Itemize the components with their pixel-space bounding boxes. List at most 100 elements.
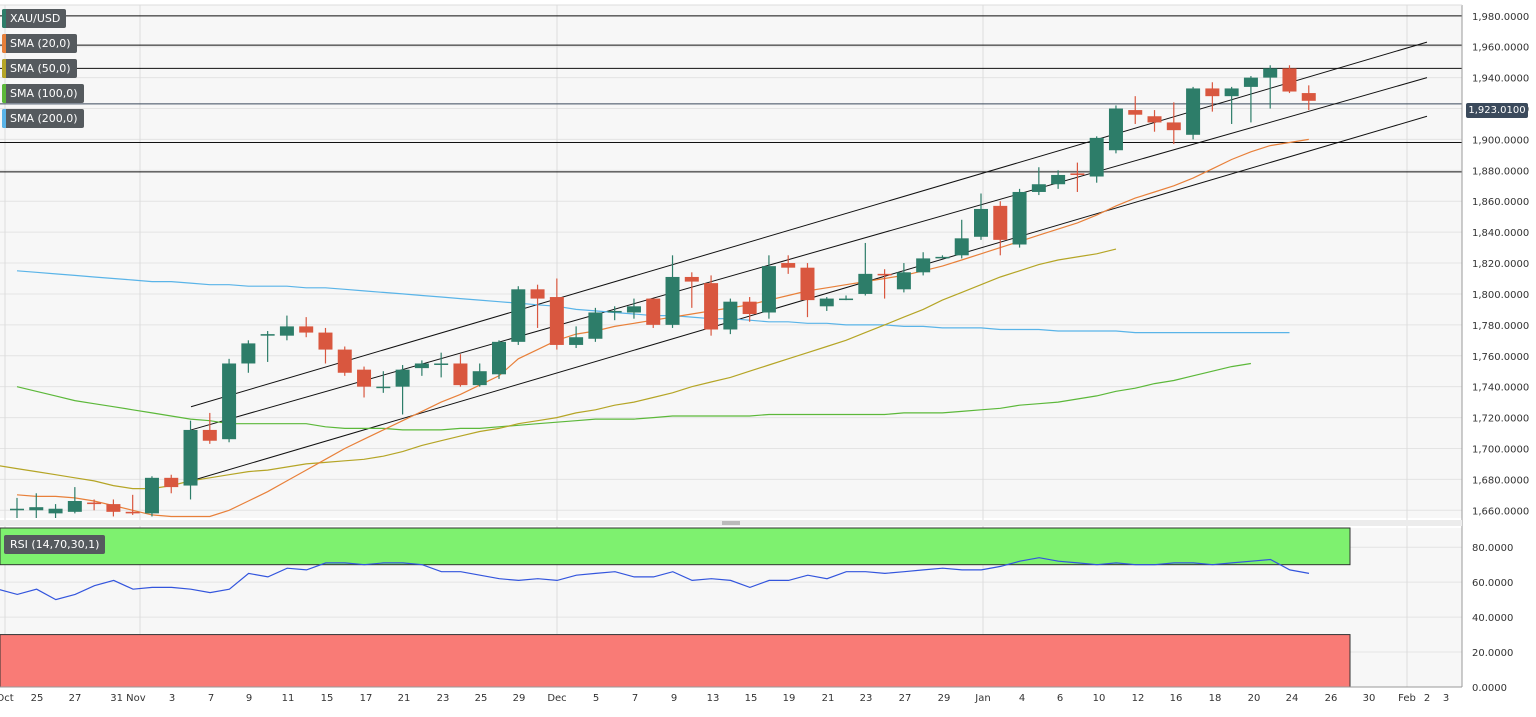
candle bbox=[530, 284, 545, 328]
candle bbox=[202, 412, 217, 444]
candle bbox=[1070, 162, 1085, 192]
price-pane bbox=[0, 5, 1462, 518]
x-tick-label: 15 bbox=[745, 693, 758, 704]
x-tick-label: 11 bbox=[282, 693, 295, 704]
candle-body bbox=[1031, 184, 1046, 192]
x-tick-label: 21 bbox=[822, 693, 835, 704]
x-tick-label: 4 bbox=[1019, 693, 1025, 704]
candle bbox=[1031, 167, 1046, 196]
legend-label: SMA (200,0) bbox=[10, 112, 78, 125]
candle bbox=[511, 286, 526, 345]
rsi-tick-label: 0.0000 bbox=[1472, 683, 1507, 694]
rsi-tick-label: 20.0000 bbox=[1472, 648, 1513, 659]
price-tick-label: 1,700.0000 bbox=[1472, 444, 1529, 455]
legend-item[interactable]: SMA (50,0) bbox=[2, 59, 77, 78]
candle bbox=[318, 327, 333, 364]
rsi-tick-label: 80.0000 bbox=[1472, 543, 1513, 554]
x-tick-label: 26 bbox=[1325, 693, 1338, 704]
candle bbox=[877, 269, 892, 299]
candle-body bbox=[993, 205, 1008, 240]
x-tick-label: Oct bbox=[0, 693, 14, 704]
x-tick-label: 29 bbox=[513, 693, 526, 704]
candle bbox=[337, 346, 352, 376]
candle bbox=[626, 298, 641, 319]
price-tick-label: 1,960.0000 bbox=[1472, 43, 1529, 54]
rsi-tick-label: 40.0000 bbox=[1472, 613, 1513, 624]
legend-label: SMA (20,0) bbox=[10, 37, 71, 50]
candle bbox=[761, 255, 776, 319]
candle-body bbox=[202, 429, 217, 441]
legend-item[interactable]: XAU/USD bbox=[2, 9, 67, 28]
price-tick-label: 1,880.0000 bbox=[1472, 166, 1529, 177]
candle-body bbox=[742, 301, 757, 315]
candle-body bbox=[1263, 68, 1278, 78]
x-tick-label: 9 bbox=[671, 693, 677, 704]
x-tick-label: 27 bbox=[69, 693, 82, 704]
candle bbox=[1263, 65, 1278, 109]
candle-body bbox=[453, 363, 468, 386]
candle-body bbox=[935, 256, 950, 259]
x-tick-label: 2 bbox=[1424, 693, 1430, 704]
candle-body bbox=[1012, 191, 1027, 245]
candle bbox=[684, 272, 699, 308]
candle bbox=[1108, 105, 1123, 154]
candle bbox=[1243, 76, 1258, 123]
candle-body bbox=[318, 332, 333, 350]
x-tick-label: 7 bbox=[208, 693, 214, 704]
price-tick-label: 1,800.0000 bbox=[1472, 290, 1529, 301]
candle bbox=[993, 201, 1008, 256]
x-tick-label: 30 bbox=[1363, 693, 1376, 704]
candle-body bbox=[569, 337, 584, 345]
price-tick-label: 1,740.0000 bbox=[1472, 383, 1529, 394]
candle-body bbox=[954, 238, 969, 256]
rsi-tick-label: 60.0000 bbox=[1472, 578, 1513, 589]
candle bbox=[858, 242, 873, 296]
legend-swatch bbox=[2, 34, 6, 53]
x-tick-label: 5 bbox=[593, 693, 599, 704]
candle bbox=[357, 366, 372, 398]
x-tick-label: 23 bbox=[437, 693, 450, 704]
legend-item[interactable]: SMA (200,0) bbox=[2, 109, 84, 128]
candle bbox=[125, 494, 140, 515]
x-tick-label: 10 bbox=[1093, 693, 1106, 704]
candle bbox=[1128, 96, 1143, 124]
current-price-badge: 1,923.0100 bbox=[1466, 103, 1528, 118]
candle bbox=[569, 326, 584, 349]
candle-body bbox=[607, 310, 622, 313]
candle-body bbox=[1070, 173, 1085, 175]
candle bbox=[453, 354, 468, 387]
legend-item[interactable]: SMA (100,0) bbox=[2, 84, 84, 103]
price-tick-label: 1,980.0000 bbox=[1472, 12, 1529, 23]
candle-body bbox=[492, 341, 506, 375]
x-tick-label: 25 bbox=[31, 693, 44, 704]
candle-body bbox=[1089, 137, 1104, 177]
candle bbox=[916, 252, 931, 276]
x-tick-label: 17 bbox=[360, 693, 373, 704]
legend-item[interactable]: SMA (20,0) bbox=[2, 34, 77, 53]
candle bbox=[704, 275, 719, 336]
channel-line bbox=[190, 41, 1428, 408]
candle bbox=[1224, 86, 1239, 124]
candle-body bbox=[414, 363, 429, 369]
candle-body bbox=[10, 508, 24, 511]
candle bbox=[10, 497, 24, 518]
legend-swatch bbox=[2, 59, 6, 78]
candle bbox=[48, 504, 63, 518]
x-tick-label: 20 bbox=[1248, 693, 1261, 704]
candle-body bbox=[761, 266, 776, 313]
candle-body bbox=[87, 502, 102, 505]
x-tick-label: 16 bbox=[1170, 693, 1183, 704]
legend-swatch bbox=[2, 84, 6, 103]
candle bbox=[414, 360, 429, 376]
price-tick-label: 1,940.0000 bbox=[1472, 74, 1529, 85]
candle bbox=[395, 365, 410, 415]
candle-body bbox=[183, 429, 198, 486]
candle bbox=[588, 307, 603, 342]
legend-label: SMA (100,0) bbox=[10, 87, 78, 100]
price-tick-label: 1,820.0000 bbox=[1472, 259, 1529, 270]
candle-body bbox=[106, 504, 121, 512]
candle bbox=[29, 493, 44, 518]
candle bbox=[106, 499, 121, 517]
